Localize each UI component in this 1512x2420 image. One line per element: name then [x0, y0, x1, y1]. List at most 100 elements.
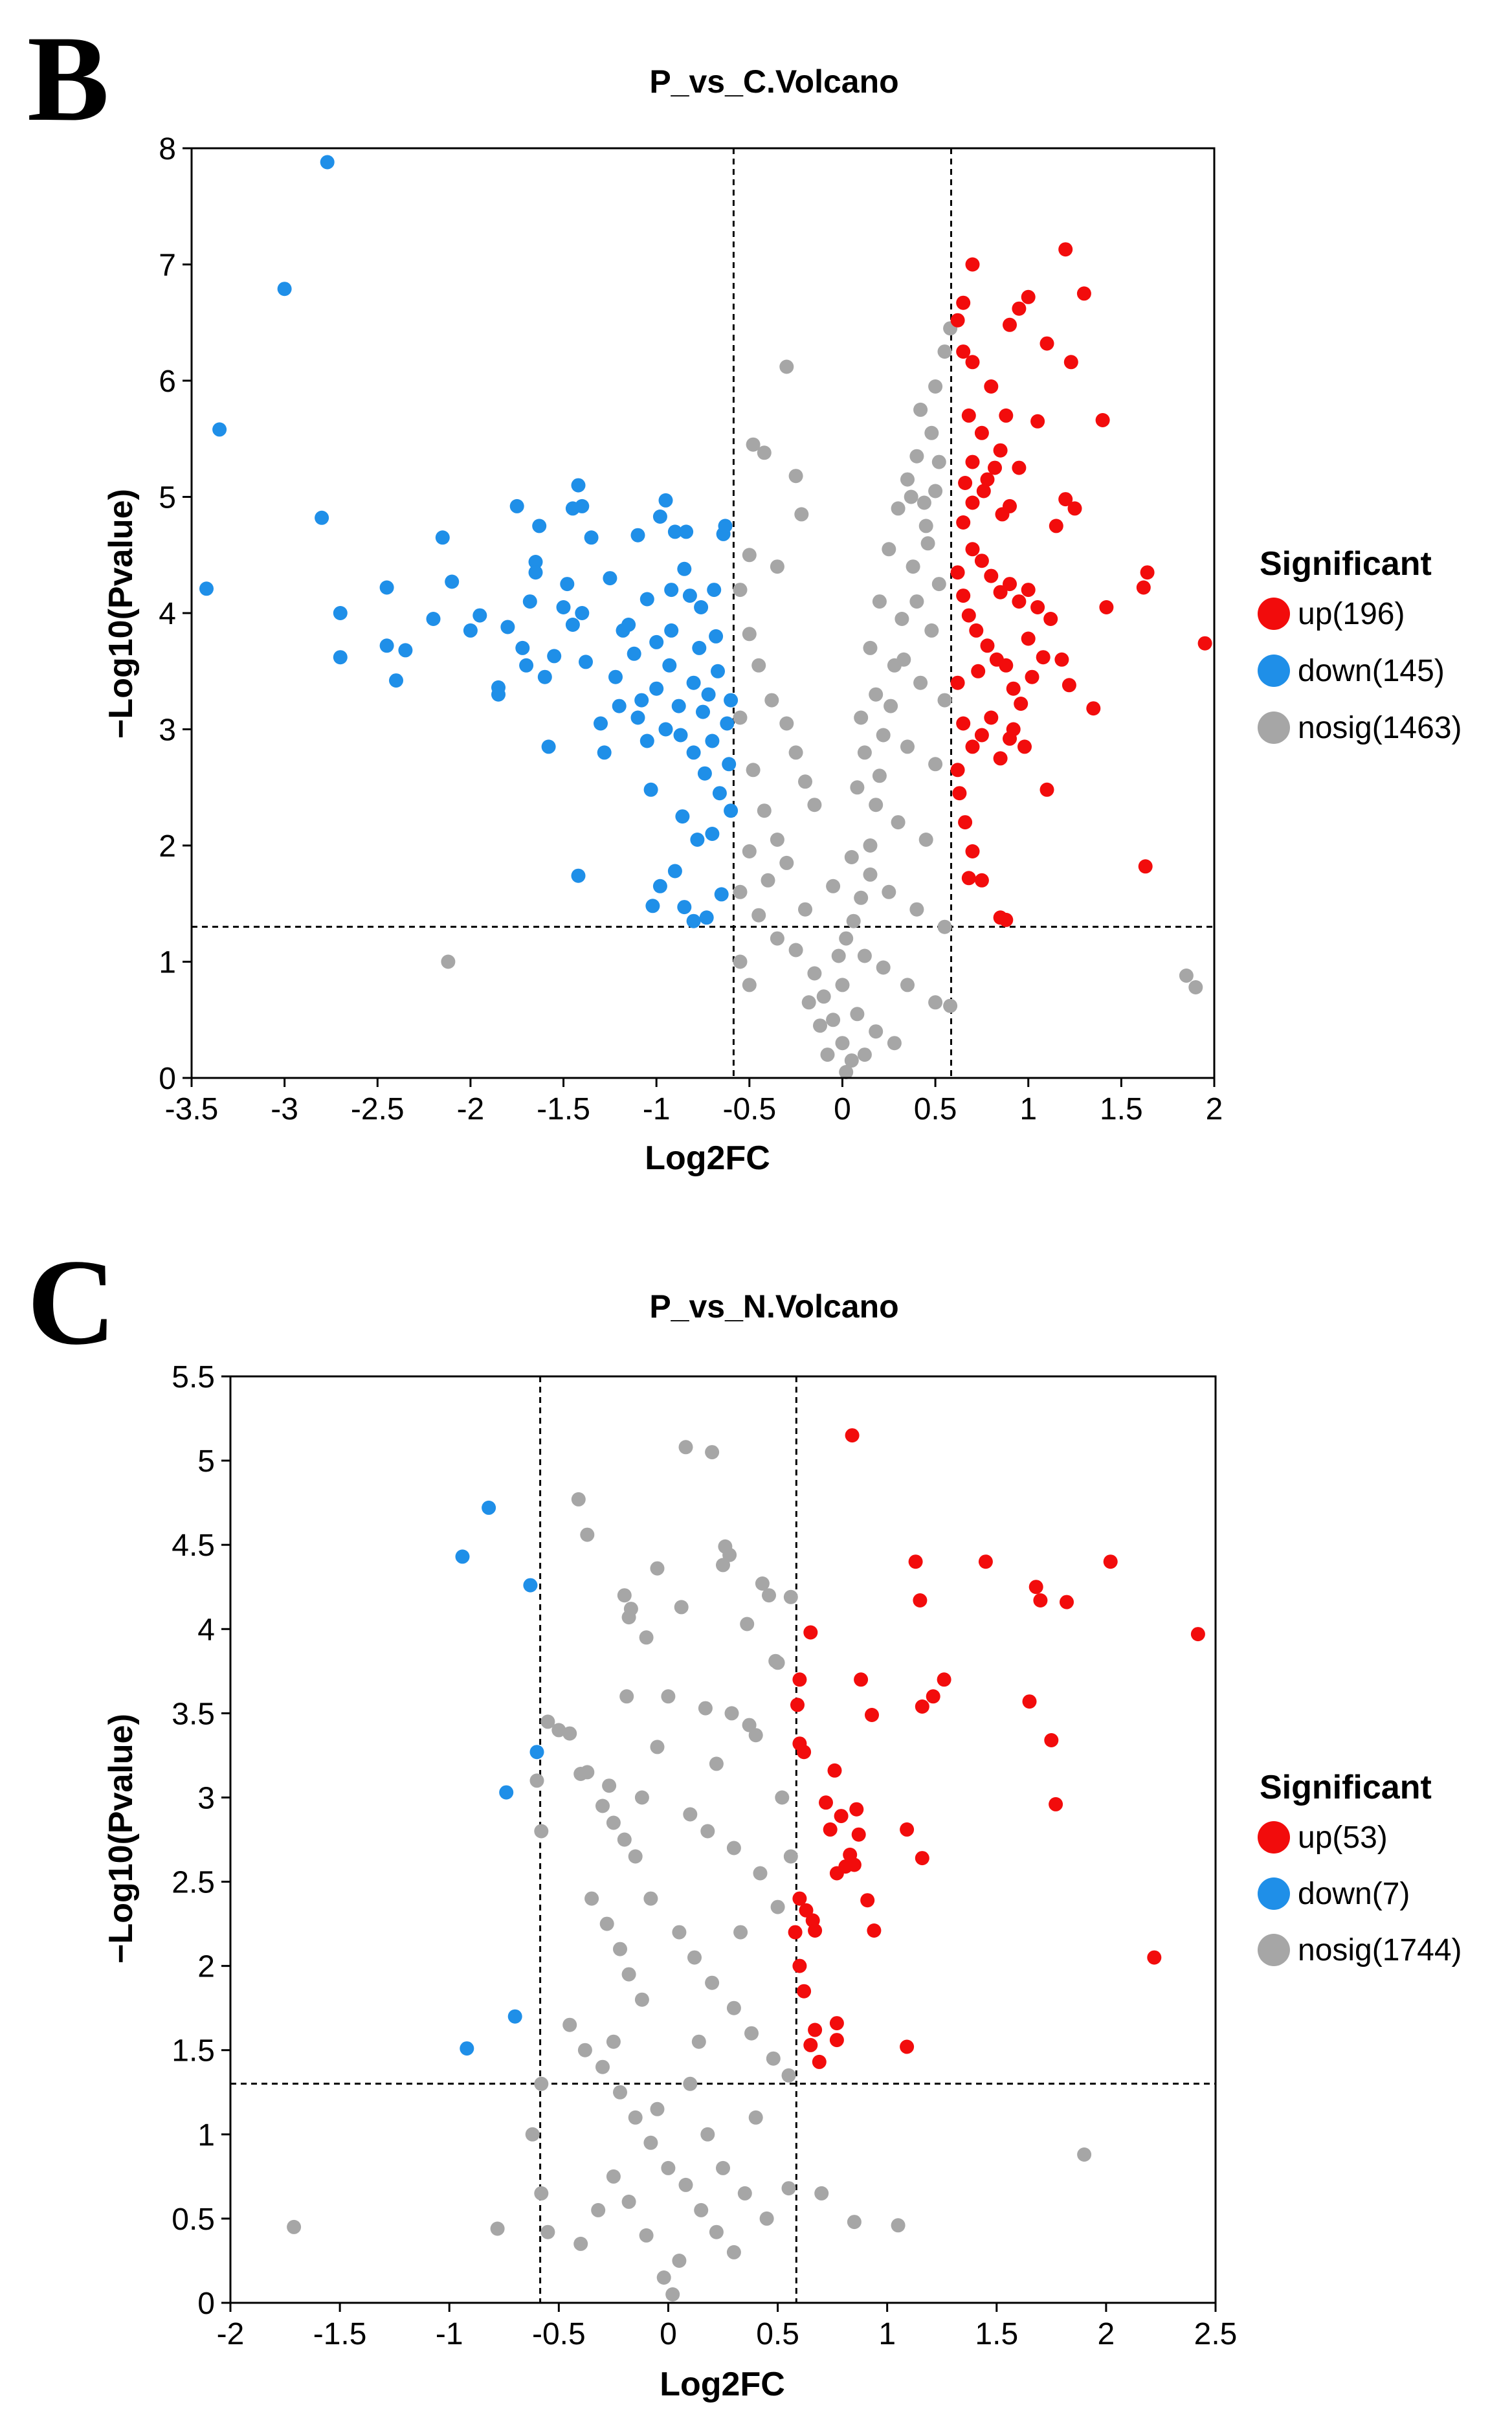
- point-nosig: [1179, 969, 1194, 983]
- point-nosig: [726, 1841, 741, 1855]
- point-down: [645, 899, 660, 913]
- point-down: [445, 574, 460, 589]
- point-down: [724, 693, 739, 708]
- point-up: [1003, 317, 1017, 332]
- point-down: [579, 655, 593, 669]
- point-down: [697, 766, 712, 781]
- point-nosig: [746, 763, 761, 778]
- y-tick-label: 7: [159, 249, 176, 283]
- legend-label-nosig: nosig(1463): [1298, 711, 1462, 745]
- point-nosig: [742, 627, 757, 642]
- legend-label-down: down(145): [1298, 654, 1445, 688]
- point-nosig: [826, 1013, 841, 1027]
- threshold-lines: [192, 148, 1214, 1078]
- point-down: [532, 519, 547, 533]
- point-up: [1030, 600, 1045, 614]
- point-nosig: [900, 978, 915, 992]
- point-up: [993, 443, 1008, 458]
- point-up: [1099, 600, 1114, 614]
- point-up: [1062, 678, 1076, 693]
- point-nosig: [857, 745, 872, 760]
- x-tick-label: 1.5: [975, 2317, 1018, 2351]
- point-nosig: [540, 2224, 555, 2239]
- point-nosig: [928, 484, 943, 499]
- point-nosig: [571, 1492, 586, 1507]
- point-nosig: [700, 2127, 715, 2142]
- x-tick-label: 0: [834, 1092, 851, 1126]
- point-down: [649, 681, 664, 696]
- point-down: [712, 786, 727, 801]
- point-nosig: [744, 2026, 759, 2041]
- point-nosig: [918, 519, 933, 533]
- point-down: [571, 868, 586, 883]
- point-nosig: [639, 1630, 654, 1645]
- point-down: [639, 734, 654, 748]
- y-tick-label: 2.5: [172, 1866, 215, 1900]
- x-tick-label: -1: [436, 2317, 463, 2351]
- point-down: [690, 833, 705, 847]
- point-up: [965, 542, 980, 557]
- point-nosig: [770, 931, 784, 946]
- point-down: [711, 664, 725, 678]
- point-up: [956, 295, 971, 310]
- point-nosig: [617, 1832, 632, 1847]
- point-up: [1140, 565, 1155, 580]
- point-down: [662, 658, 677, 673]
- point-nosig: [847, 2215, 862, 2230]
- point-nosig: [733, 583, 748, 598]
- y-tick-label: 5: [159, 481, 176, 515]
- point-nosig: [891, 2218, 906, 2233]
- point-up: [1030, 414, 1045, 429]
- point-up: [950, 675, 965, 690]
- point-up: [1012, 594, 1027, 609]
- point-down: [519, 658, 534, 673]
- point-nosig: [783, 1849, 798, 1864]
- point-up: [999, 408, 1014, 423]
- point-down: [435, 530, 450, 545]
- y-tick-label: 1: [159, 946, 176, 980]
- point-down: [277, 282, 292, 297]
- point-nosig: [584, 1891, 599, 1906]
- point-up: [823, 1822, 838, 1837]
- point-up: [980, 472, 995, 487]
- point-up: [1076, 286, 1091, 301]
- point-down: [547, 649, 562, 664]
- x-tick-label: -3.5: [165, 1092, 219, 1126]
- y-tick-label: 1.5: [172, 2034, 215, 2068]
- point-down: [705, 734, 720, 748]
- point-nosig: [909, 449, 924, 464]
- point-up: [799, 1903, 814, 1918]
- point-nosig: [924, 623, 939, 638]
- point-up: [845, 1428, 860, 1443]
- point-up: [1017, 739, 1032, 754]
- x-tick-label: 2: [1098, 2317, 1115, 2351]
- point-nosig: [733, 884, 748, 899]
- point-nosig: [882, 884, 896, 899]
- legend: Significant up(196) down(145) nosig(1463…: [1258, 545, 1462, 745]
- point-nosig: [683, 1807, 698, 1822]
- point-up: [988, 460, 1002, 475]
- point-down: [472, 608, 487, 623]
- point-up: [1086, 701, 1101, 716]
- x-tick-label: 0.5: [914, 1092, 957, 1126]
- point-down: [597, 745, 612, 760]
- point-down: [621, 618, 636, 632]
- x-tick-label: -1.5: [313, 2317, 367, 2351]
- point-nosig: [770, 1655, 785, 1670]
- point-nosig: [573, 1767, 588, 1781]
- point-nosig: [909, 594, 924, 609]
- point-nosig: [540, 1714, 555, 1729]
- chart-title: P_vs_C.Volcano: [649, 63, 898, 100]
- point-nosig: [724, 1706, 739, 1721]
- plot-frame: [229, 1375, 1217, 2304]
- point-nosig: [857, 1048, 872, 1062]
- point-nosig: [917, 495, 931, 510]
- point-up: [956, 344, 971, 359]
- point-nosig: [591, 2202, 606, 2217]
- point-down: [630, 528, 645, 543]
- point-nosig: [943, 998, 958, 1013]
- point-nosig: [872, 594, 887, 609]
- point-down: [658, 722, 673, 737]
- point-nosig: [924, 425, 939, 440]
- legend-swatch-up: [1258, 1821, 1290, 1854]
